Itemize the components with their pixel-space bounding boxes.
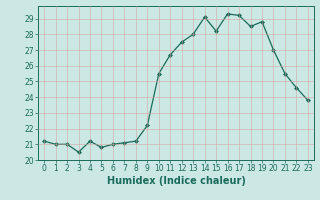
X-axis label: Humidex (Indice chaleur): Humidex (Indice chaleur) — [107, 176, 245, 186]
